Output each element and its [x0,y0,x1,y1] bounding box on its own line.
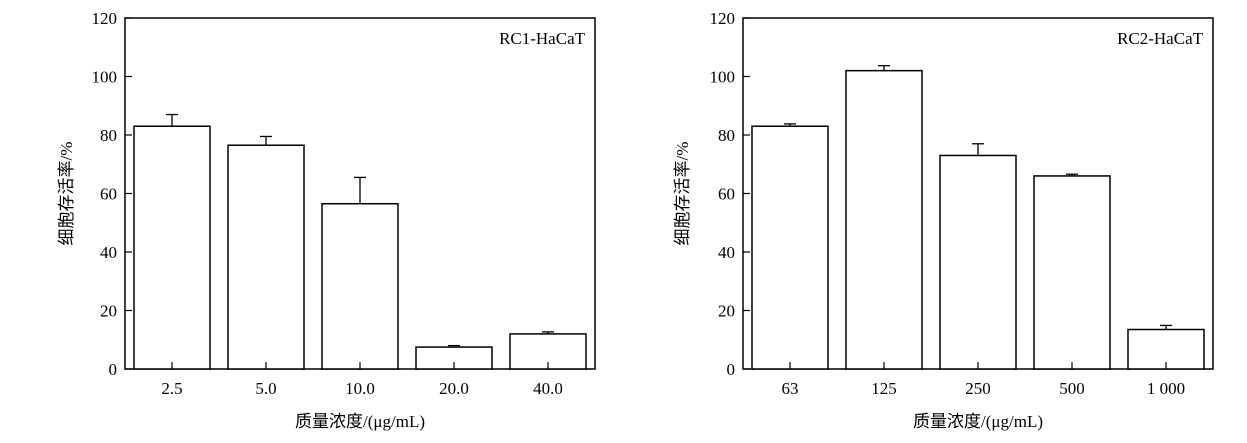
x-tick-label: 20.0 [439,379,469,398]
y-tick-label: 60 [718,185,735,204]
x-tick-label: 1 000 [1147,379,1185,398]
y-tick-label: 0 [109,360,118,379]
bar [845,69,923,370]
bar [133,125,211,370]
panel-annotation: RC2-HaCaT [1117,29,1204,48]
x-tick-label: 250 [965,379,991,398]
bar [751,125,829,370]
chart-panel-left: 0 20 40 60 80 100 120 2.5 5.0 10.0 20.0 40.0 RC1-HaC… [57,9,596,431]
y-tick-label: 20 [718,302,735,321]
chart-panel-right: 0 20 40 60 80 100 120 63 125 250 500 1 000 RC2-HaCaT… [673,9,1214,431]
bar [227,144,305,370]
y-tick-label: 100 [92,68,118,87]
x-tick-label: 2.5 [161,379,182,398]
x-tick-label: 125 [871,379,897,398]
y-tick-label: 60 [100,185,117,204]
x-axis-title: 质量浓度/(μg/mL) [295,412,425,431]
x-axis-title: 质量浓度/(μg/mL) [913,412,1043,431]
y-tick-label: 100 [710,68,736,87]
y-tick-label: 40 [100,243,117,262]
y-tick-label: 120 [92,9,118,28]
bar [321,202,399,370]
y-axis-title: 细胞存活率/% [673,142,692,246]
y-axis-title: 细胞存活率/% [57,142,76,246]
y-tick-label: 0 [727,360,736,379]
panel-annotation: RC1-HaCaT [499,29,586,48]
y-tick-label: 80 [718,126,735,145]
bar [1033,175,1111,370]
y-tick-label: 20 [100,302,117,321]
y-tick-label: 80 [100,126,117,145]
x-tick-label: 63 [782,379,799,398]
bar [939,154,1017,370]
y-tick-label: 120 [710,9,736,28]
x-tick-label: 10.0 [345,379,375,398]
y-tick-label: 40 [718,243,735,262]
x-tick-label: 5.0 [255,379,276,398]
x-tick-label: 40.0 [533,379,563,398]
x-tick-label: 500 [1059,379,1085,398]
